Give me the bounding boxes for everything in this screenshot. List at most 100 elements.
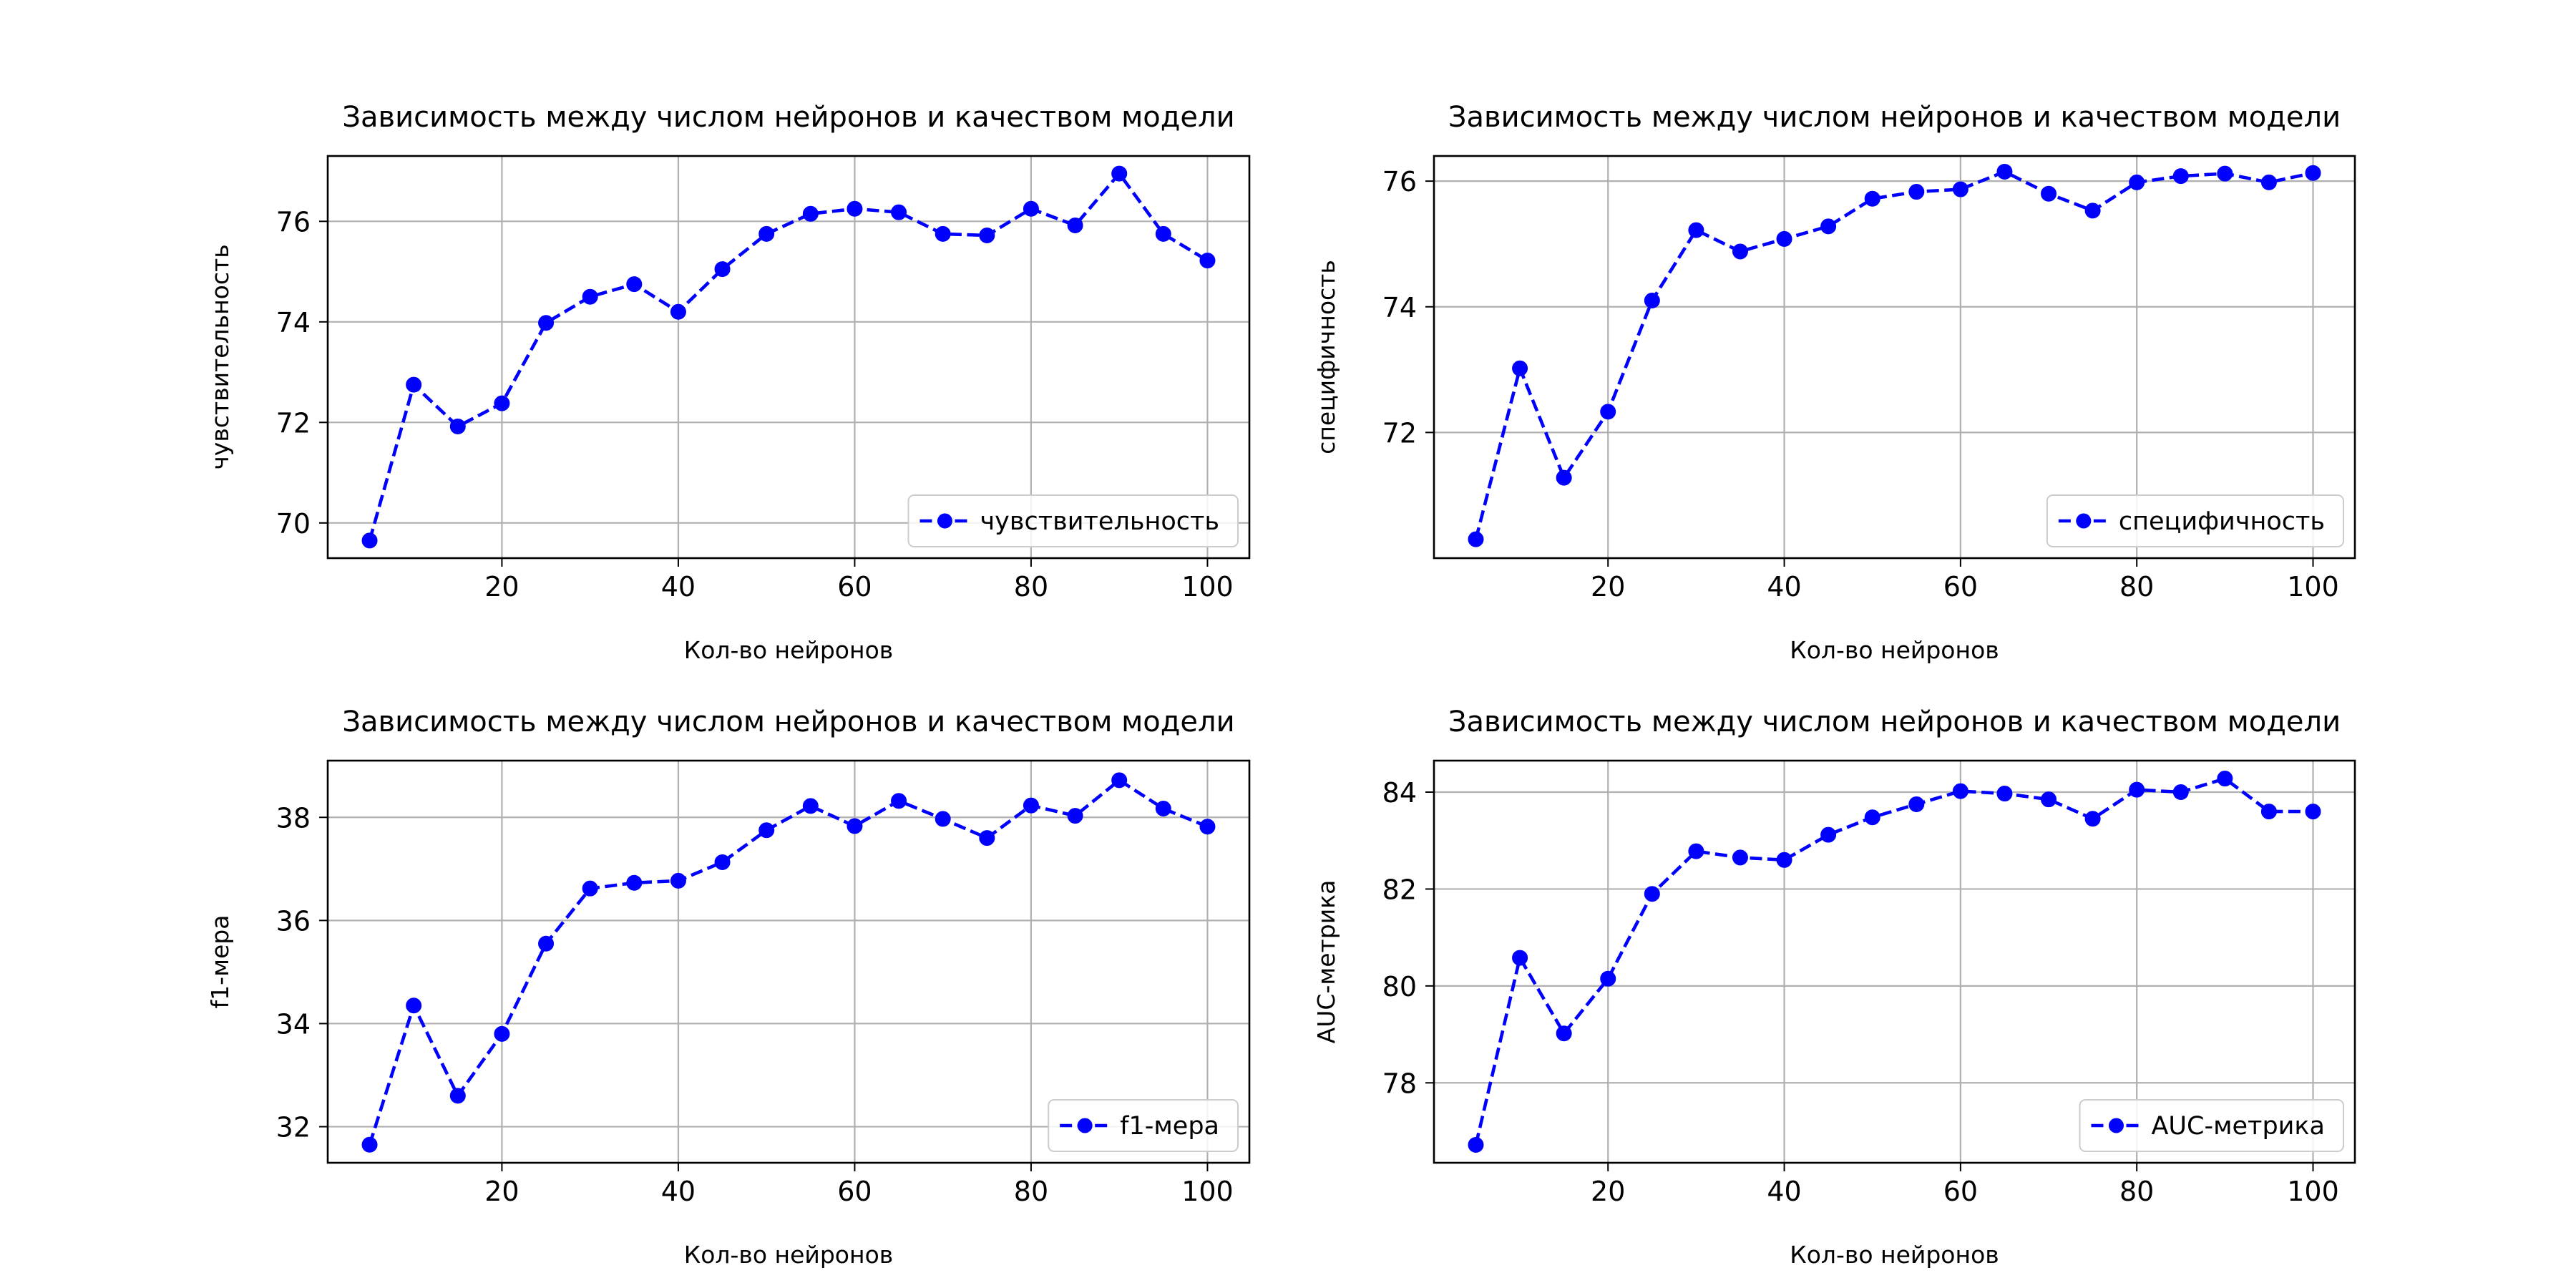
data-point <box>1155 801 1171 817</box>
x-tick-label: 100 <box>1181 1176 1234 1207</box>
x-axis-label: Кол-во нейронов <box>1790 636 1999 664</box>
data-point <box>1155 225 1171 242</box>
y-tick-label: 72 <box>276 407 311 439</box>
x-tick-label: 80 <box>2119 1176 2154 1207</box>
data-point <box>1908 184 1925 200</box>
data-point <box>670 303 686 320</box>
subplot-2: 20 40 60 80 100 72 74 76 Зависимость между число… <box>1312 101 2356 664</box>
y-tick-label: 36 <box>276 905 311 937</box>
x-tick-label: 80 <box>1014 1176 1048 1207</box>
y-axis-label: AUC-метрика <box>1312 880 1340 1044</box>
y-tick-label: 72 <box>1382 417 1417 449</box>
data-point <box>1908 796 1925 812</box>
data-point <box>1023 797 1039 814</box>
data-point <box>361 532 378 549</box>
y-tick-label: 74 <box>276 307 311 338</box>
subplot-3: 20 40 60 80 100 32 34 36 38 Зависимость между чис… <box>206 706 1251 1269</box>
data-point <box>802 798 819 814</box>
data-point <box>1111 165 1128 182</box>
x-tick-label: 20 <box>1591 571 1625 602</box>
y-tick-label: 32 <box>276 1112 311 1143</box>
chart-title: Зависимость между числом нейронов и каче… <box>342 101 1234 134</box>
data-point <box>1199 253 1216 269</box>
data-point <box>2129 781 2145 798</box>
y-tick-label: 78 <box>1382 1068 1417 1099</box>
legend-box <box>2079 1099 2344 1152</box>
x-tick-label: 60 <box>837 571 872 602</box>
data-point <box>847 200 863 217</box>
chart-title: Зависимость между числом нейронов и каче… <box>1448 706 2341 738</box>
data-point <box>891 204 907 220</box>
y-axis-label: специфичность <box>1312 260 1340 454</box>
subplot-1: 20 40 60 80 100 70 72 74 76 Зависимость между чис… <box>206 101 1251 664</box>
x-tick-label: 40 <box>1767 1176 1801 1207</box>
data-point <box>1952 181 1968 197</box>
data-point <box>1556 469 1572 486</box>
x-tick-label: 60 <box>1943 571 1978 602</box>
y-tick-label: 74 <box>1382 292 1417 323</box>
data-point <box>891 793 907 809</box>
data-point <box>626 276 643 293</box>
data-point <box>2305 165 2321 181</box>
data-point <box>1732 849 1748 866</box>
y-axis-label: f1-мера <box>206 915 234 1009</box>
legend-marker <box>2108 1118 2124 1133</box>
data-point <box>1732 243 1748 260</box>
data-point <box>1111 772 1128 789</box>
axes-frame <box>326 155 1251 560</box>
data-point <box>1776 852 1792 868</box>
axes-frame <box>326 759 1251 1164</box>
y-tick-label: 84 <box>1382 777 1417 809</box>
data-point <box>1776 230 1792 247</box>
data-point <box>1067 217 1083 233</box>
chart-title: Зависимость между числом нейронов и каче… <box>342 706 1234 738</box>
x-axis-label: Кол-во нейронов <box>1790 1241 1999 1269</box>
data-point <box>582 288 598 305</box>
x-tick-label: 60 <box>1943 1176 1978 1207</box>
data-point <box>406 997 422 1014</box>
legend: AUC-метрика <box>2079 1099 2344 1152</box>
data-point <box>361 1136 378 1153</box>
x-axis-label: Кол-во нейронов <box>684 1241 893 1269</box>
y-tick-label: 82 <box>1382 874 1417 905</box>
data-point <box>494 395 510 411</box>
legend-box <box>1048 1099 1239 1152</box>
y-tick-label: 34 <box>276 1008 311 1040</box>
data-point <box>714 854 731 870</box>
x-tick-label: 80 <box>2119 571 2154 602</box>
data-point <box>2084 811 2101 827</box>
data-point <box>626 874 643 891</box>
data-point <box>935 811 951 827</box>
data-point <box>2041 185 2057 202</box>
data-point <box>2129 174 2145 190</box>
data-point <box>979 227 995 243</box>
y-tick-label: 38 <box>276 802 311 834</box>
data-point <box>1688 843 1704 859</box>
data-point <box>1864 809 1880 826</box>
data-point <box>1023 200 1039 217</box>
data-point <box>1556 1025 1572 1042</box>
data-point <box>1688 222 1704 238</box>
x-tick-label: 20 <box>484 571 519 602</box>
y-tick-label: 76 <box>276 206 311 238</box>
x-tick-label: 20 <box>484 1176 519 1207</box>
data-point <box>2217 771 2233 787</box>
data-point <box>1820 218 1837 235</box>
data-point <box>1996 163 2013 180</box>
x-axis-label: Кол-во нейронов <box>684 636 893 664</box>
data-point <box>2260 174 2277 190</box>
y-tick-label: 70 <box>276 508 311 540</box>
legend-box <box>907 494 1239 547</box>
data-point <box>1996 786 2013 802</box>
legend-box <box>2046 494 2344 547</box>
data-point <box>2084 203 2101 219</box>
data-point <box>1468 531 1484 547</box>
data-point <box>538 935 555 952</box>
data-point <box>2172 784 2189 801</box>
y-tick-label: 76 <box>1382 166 1417 197</box>
subplot-4: 20 40 60 80 100 78 80 82 84 Зависимость между чис… <box>1312 706 2356 1269</box>
data-point <box>494 1025 510 1042</box>
legend-marker <box>1077 1118 1093 1133</box>
legend-label: f1-мера <box>1120 1112 1219 1141</box>
y-tick-label: 80 <box>1382 971 1417 1002</box>
